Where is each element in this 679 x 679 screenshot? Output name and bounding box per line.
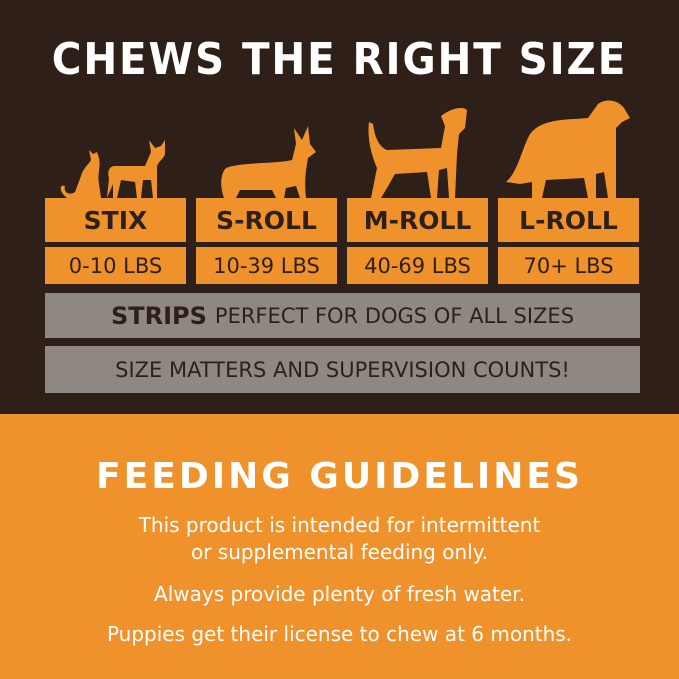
weight-range: 70+ LBS — [498, 247, 639, 284]
large-dog-icon — [506, 100, 630, 198]
weight-range: 10-39 LBS — [196, 247, 337, 284]
notice-banner: SIZE MATTERS AND SUPERVISION COUNTS! — [45, 346, 640, 393]
size-chart-section: CHEWS THE RIGHT SIZE STIX 0-10 LBS S-ROL… — [45, 34, 640, 393]
strips-banner: STRIPS PERFECT FOR DOGS OF ALL SIZES — [45, 293, 640, 338]
feeding-guidelines-section: FEEDING GUIDELINES This product is inten… — [0, 414, 679, 679]
weight-range: 40-69 LBS — [347, 247, 488, 284]
size-label: M-ROLL — [347, 198, 488, 242]
size-label: S-ROLL — [196, 198, 337, 242]
corgi-icon — [221, 126, 316, 198]
feeding-line-3: Puppies get their license to chew at 6 m… — [106, 622, 573, 646]
section-title: CHEWS THE RIGHT SIZE — [51, 34, 628, 85]
size-label: STIX — [45, 198, 186, 242]
weight-range: 0-10 LBS — [45, 247, 186, 284]
medium-dog-icon — [368, 108, 467, 198]
cat-and-small-dog-icon — [60, 140, 165, 198]
strips-label: STRIPS — [110, 301, 207, 330]
strips-text: PERFECT FOR DOGS OF ALL SIZES — [214, 303, 575, 328]
size-label: L-ROLL — [498, 198, 639, 242]
feeding-line-1a: This product is intended for intermitten… — [138, 513, 541, 537]
feeding-title: FEEDING GUIDELINES — [96, 456, 583, 497]
feeding-line-1b: or supplemental feeding only. — [190, 540, 489, 564]
feeding-line-2: Always provide plenty of fresh water. — [154, 582, 525, 606]
